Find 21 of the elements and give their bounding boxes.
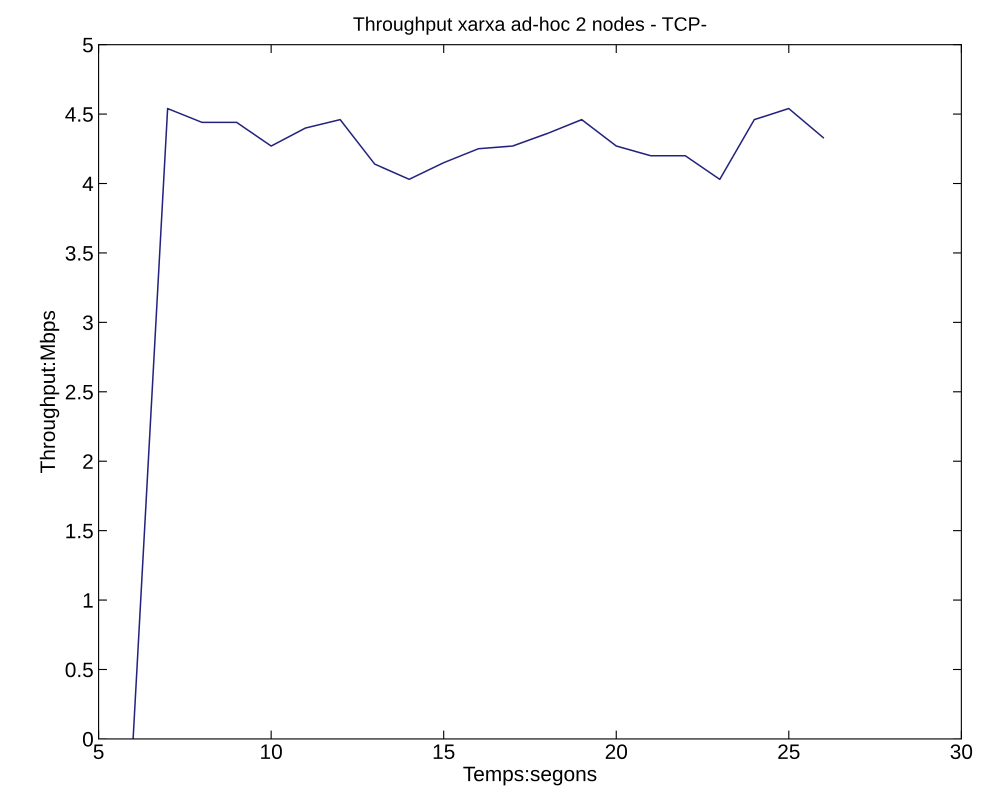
line-series (132, 108, 824, 739)
x-tick-label: 25 (778, 744, 800, 760)
y-tick-label: 2 (83, 454, 93, 469)
y-tick-label: 4 (82, 176, 94, 192)
x-tick-label: 15 (434, 744, 454, 760)
y-axis-title: Throughput:Mbps (40, 310, 60, 473)
y-tick-label: 2.5 (66, 384, 93, 400)
y-tick-label: 3 (82, 315, 93, 330)
y-tick-label: 0 (82, 732, 93, 747)
y-tick-label: 4.5 (65, 107, 93, 122)
x-tick-label: 5 (94, 744, 104, 760)
chart-title: Throughput xarxa ad-hoc 2 nodes - TCP- (353, 16, 706, 35)
y-tick-label: 3.5 (66, 246, 93, 261)
y-tick-label: 1.5 (66, 524, 93, 538)
y-tick-label: 0.5 (66, 662, 93, 678)
x-tick-label: 10 (261, 744, 282, 760)
y-tick-label: 1 (84, 593, 93, 608)
x-axis-title: Temps:segons (463, 766, 596, 786)
x-tick-label: 30 (950, 744, 972, 760)
x-tick-label: 20 (606, 744, 628, 760)
y-tick-label: 5 (82, 38, 93, 52)
